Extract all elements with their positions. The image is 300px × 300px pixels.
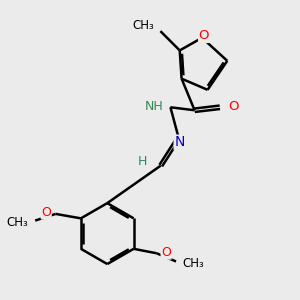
Text: CH₃: CH₃: [183, 257, 204, 270]
Text: NH: NH: [145, 100, 164, 113]
Text: CH₃: CH₃: [7, 216, 28, 229]
Text: O: O: [199, 29, 209, 42]
Text: O: O: [41, 206, 51, 219]
Text: CH₃: CH₃: [132, 19, 154, 32]
Text: O: O: [161, 246, 171, 259]
Text: N: N: [174, 135, 184, 149]
Text: H: H: [137, 155, 147, 168]
Text: O: O: [228, 100, 238, 113]
